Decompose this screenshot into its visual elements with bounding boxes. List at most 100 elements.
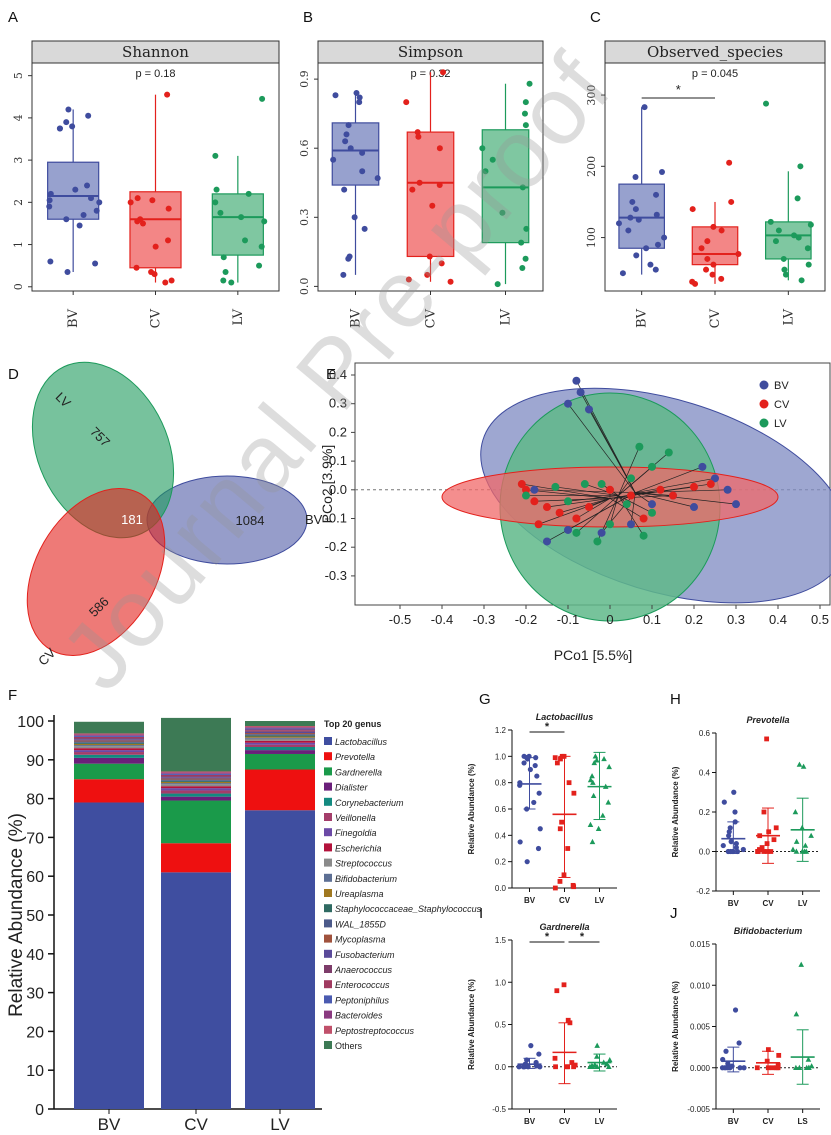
panel-label-a: A bbox=[8, 9, 18, 26]
bar-segment bbox=[245, 733, 315, 735]
bar-segment bbox=[245, 744, 315, 747]
data-point bbox=[592, 753, 599, 759]
bar-segment bbox=[161, 783, 231, 785]
legend-label: LV bbox=[774, 418, 787, 430]
data-point bbox=[627, 491, 635, 500]
data-point bbox=[527, 766, 533, 773]
data-point bbox=[96, 199, 103, 206]
data-point bbox=[256, 262, 263, 269]
data-point bbox=[606, 1056, 613, 1063]
data-point bbox=[732, 500, 740, 509]
data-point bbox=[641, 104, 648, 111]
data-point bbox=[710, 223, 717, 230]
data-point bbox=[764, 736, 770, 742]
y-tick-label: 50 bbox=[26, 908, 44, 925]
legend-swatch bbox=[324, 828, 332, 837]
data-point bbox=[798, 277, 805, 284]
legend-swatch bbox=[324, 965, 332, 973]
data-point bbox=[595, 825, 602, 831]
data-point bbox=[212, 199, 219, 206]
y-tick-label: 1.0 bbox=[495, 978, 507, 987]
centroid-spoke bbox=[546, 498, 611, 508]
legend-label: Dialister bbox=[335, 783, 369, 793]
data-point bbox=[149, 197, 156, 204]
data-point bbox=[741, 1065, 747, 1071]
data-point bbox=[565, 846, 571, 851]
x-tick-label: LV bbox=[798, 899, 808, 908]
p-value-label: p = 0.045 bbox=[692, 68, 738, 80]
x-tick-label: LV bbox=[781, 308, 796, 325]
data-point bbox=[426, 253, 433, 260]
y-tick-label: -0.2 bbox=[325, 539, 347, 554]
panel-label-g: G bbox=[479, 691, 491, 708]
data-point bbox=[627, 520, 635, 529]
data-point bbox=[594, 1042, 600, 1048]
y-tick-label: 100 bbox=[585, 227, 598, 248]
data-point bbox=[629, 198, 636, 205]
legend-swatch bbox=[324, 904, 332, 913]
y-tick-label: 0.000 bbox=[690, 1064, 711, 1073]
y-tick-label: 0.9 bbox=[298, 70, 311, 88]
data-point bbox=[522, 485, 530, 494]
panel-g: G Lactobacillus 0.0 0.2 0.4 0.6 0.8 1.0 1.2 Relat… bbox=[467, 691, 617, 905]
data-point bbox=[709, 271, 716, 278]
data-point bbox=[557, 879, 563, 884]
data-point bbox=[212, 152, 219, 159]
data-point bbox=[447, 278, 454, 285]
bar-segment bbox=[74, 752, 144, 755]
data-point bbox=[808, 832, 814, 838]
data-point bbox=[499, 209, 506, 216]
panel-i: I Gardnerella -0.5 0.0 0.5 1.0 1.5 Relative Abu… bbox=[467, 905, 617, 1126]
data-point bbox=[351, 214, 358, 221]
data-point bbox=[585, 405, 593, 414]
y-tick-label: 1 bbox=[12, 241, 25, 248]
bar-segment bbox=[245, 726, 315, 728]
data-point bbox=[416, 179, 423, 186]
data-point bbox=[436, 145, 443, 152]
data-point bbox=[479, 145, 486, 152]
data-point bbox=[795, 234, 802, 241]
x-tick-label: LV bbox=[231, 308, 246, 325]
x-tick-label: CV bbox=[762, 1117, 774, 1126]
data-point bbox=[791, 232, 798, 239]
x-tick-label: 0.2 bbox=[685, 612, 703, 627]
bar-segment bbox=[74, 754, 144, 758]
centroid-spoke bbox=[534, 498, 611, 502]
data-point bbox=[361, 225, 368, 232]
data-point bbox=[521, 760, 527, 766]
data-point bbox=[661, 234, 668, 241]
data-point bbox=[800, 763, 807, 769]
panel-label-b: B bbox=[303, 9, 313, 26]
y-tick-label: 60 bbox=[26, 869, 44, 886]
y-tick-label: 0.2 bbox=[329, 424, 347, 439]
data-point bbox=[692, 280, 699, 287]
data-point bbox=[690, 503, 698, 512]
significance-star: * bbox=[545, 721, 550, 733]
bar-segment bbox=[74, 745, 144, 747]
bar-segment bbox=[161, 771, 231, 773]
data-point bbox=[797, 163, 804, 170]
data-point bbox=[653, 191, 660, 198]
data-point bbox=[780, 255, 787, 262]
data-point bbox=[168, 277, 175, 284]
data-point bbox=[139, 220, 146, 227]
data-point bbox=[564, 525, 572, 534]
data-point bbox=[803, 848, 810, 854]
data-point bbox=[593, 537, 602, 546]
bar-segment bbox=[161, 772, 231, 774]
bar-segment bbox=[161, 778, 231, 780]
data-point bbox=[589, 773, 595, 779]
bar-segment bbox=[161, 779, 231, 781]
data-point bbox=[414, 129, 421, 136]
data-point bbox=[635, 442, 644, 451]
x-tick-label: BV bbox=[98, 1115, 121, 1134]
data-point bbox=[798, 961, 805, 967]
legend-label: Enterococcus bbox=[335, 980, 390, 990]
data-point bbox=[768, 849, 774, 854]
x-tick-label: CV bbox=[424, 308, 439, 328]
data-point bbox=[773, 825, 779, 831]
data-point bbox=[775, 1062, 781, 1068]
x-tick-label: 0.4 bbox=[769, 612, 787, 627]
data-point bbox=[704, 238, 711, 245]
